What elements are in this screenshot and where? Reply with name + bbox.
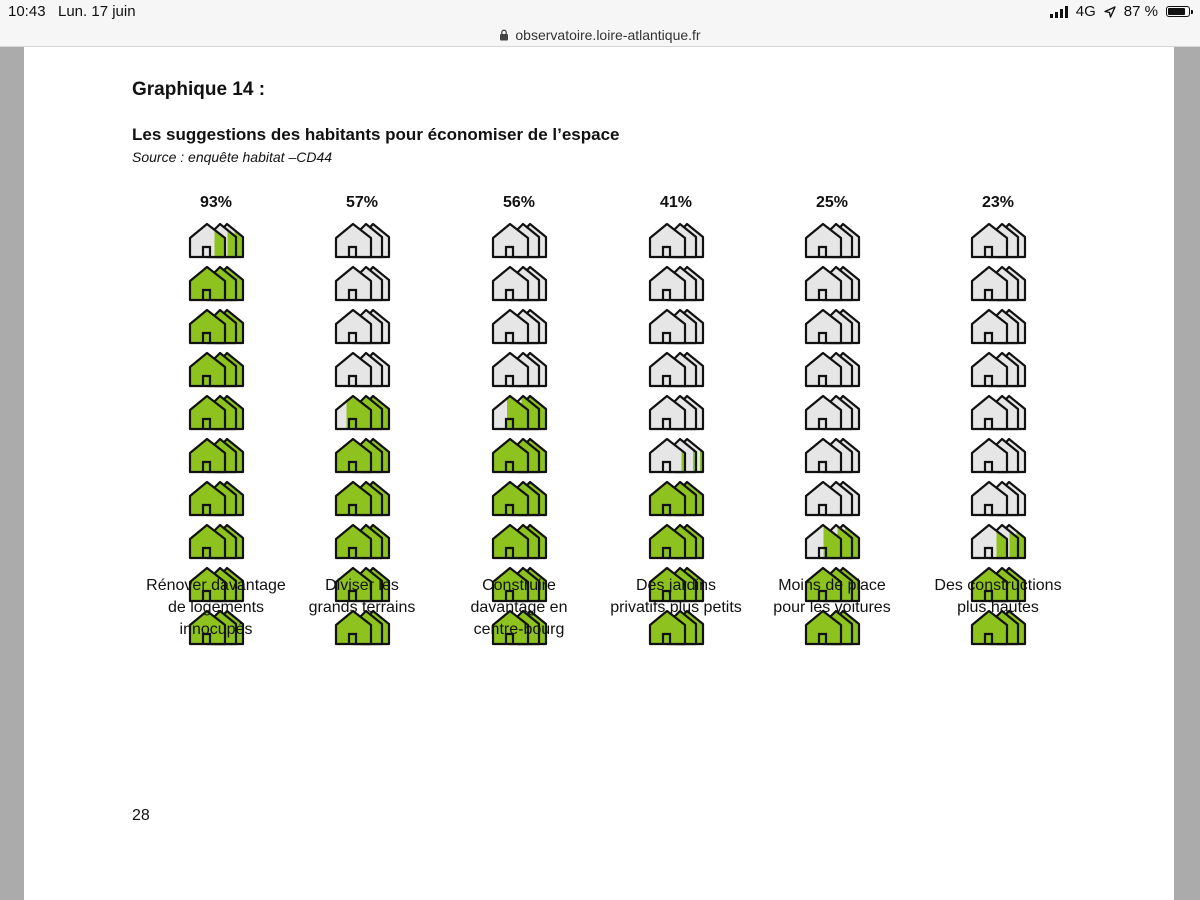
value-label: 56% — [503, 194, 535, 211]
house-icon — [804, 523, 861, 560]
category-label: Construire davantage en centre-bourg — [471, 577, 568, 638]
house-icon — [188, 308, 245, 345]
house-icon — [970, 609, 1027, 646]
value-label: 41% — [660, 194, 692, 211]
house-icon — [648, 609, 705, 646]
pictogram-chart: 93% Rénover davantage de logements innocupé… — [146, 194, 1062, 646]
category-label: Des jardins privatifs plus petits — [610, 577, 742, 616]
house-icon — [648, 308, 705, 345]
house-icon — [334, 308, 391, 345]
status-date: Lun. 17 juin — [58, 3, 136, 20]
pictogram-column-2: 57% Diviser les grands terrains — [309, 194, 416, 646]
status-indicators: 4G 87 % — [1049, 3, 1193, 20]
house-icon — [188, 609, 245, 646]
house-icon — [491, 566, 548, 603]
page-number: 28 — [132, 807, 150, 824]
value-label: 57% — [346, 194, 378, 211]
house-icon — [188, 222, 245, 259]
house-icon — [334, 351, 391, 388]
house-icon — [648, 351, 705, 388]
value-label: 93% — [200, 194, 232, 211]
house-icon — [491, 265, 548, 302]
network-type: 4G — [1075, 3, 1096, 20]
house-icon — [491, 308, 548, 345]
category-label: Moins de place pour les voitures — [773, 577, 890, 616]
house-icon — [334, 394, 391, 431]
category-label: Rénover davantage de logements innocupés — [146, 577, 286, 638]
chart-source: Source : enquête habitat –CD44 — [132, 149, 333, 165]
house-icon — [804, 437, 861, 474]
house-icon — [804, 609, 861, 646]
house-icon — [970, 351, 1027, 388]
house-icon — [491, 437, 548, 474]
house-icon — [491, 351, 548, 388]
house-icon — [648, 222, 705, 259]
house-icon — [970, 480, 1027, 517]
house-icon — [970, 222, 1027, 259]
house-icon — [970, 308, 1027, 345]
pictogram-chart-area: 93% Rénover davantage de logements innocupé… — [24, 177, 1174, 737]
lock-icon — [500, 29, 509, 41]
url-text: observatoire.loire-atlantique.fr — [515, 27, 701, 43]
house-icon — [648, 265, 705, 302]
signal-strength-icon — [1049, 5, 1068, 18]
house-icon — [334, 265, 391, 302]
battery-level-fill — [1168, 8, 1185, 15]
house-icon — [804, 265, 861, 302]
house-icon — [970, 523, 1027, 560]
battery-percentage: 87 % — [1123, 3, 1158, 20]
house-icon — [804, 480, 861, 517]
house-icon — [804, 222, 861, 259]
address-bar[interactable]: observatoire.loire-atlantique.fr — [0, 24, 1200, 47]
house-icon — [970, 394, 1027, 431]
house-icon — [188, 265, 245, 302]
house-icon — [334, 609, 391, 646]
house-icon — [334, 222, 391, 259]
status-bar: 10:43 Lun. 17 juin 4G 87 % — [0, 0, 1200, 24]
chart-subtitle: Les suggestions des habitants pour écono… — [132, 125, 620, 144]
house-icon — [648, 480, 705, 517]
house-icon — [334, 523, 391, 560]
pictogram-column-6: 23% Des constructions plus hautes — [934, 194, 1062, 646]
house-icon — [188, 480, 245, 517]
pictogram-column-1: 93% Rénover davantage de logements innocupé… — [146, 194, 286, 646]
house-icon — [970, 265, 1027, 302]
house-icon — [334, 480, 391, 517]
category-label: Des constructions plus hautes — [934, 577, 1061, 616]
location-arrow-icon — [1104, 5, 1116, 18]
house-icon — [188, 566, 245, 603]
house-icon — [648, 437, 705, 474]
pictogram-column-4: 41% Des jardins privatifs plus petits — [610, 194, 742, 646]
document-page: Graphique 14 : Les suggestions des habit… — [24, 47, 1174, 900]
house-icon — [334, 437, 391, 474]
house-icon — [804, 394, 861, 431]
house-icon — [188, 394, 245, 431]
value-label: 25% — [816, 194, 848, 211]
house-icon — [648, 566, 705, 603]
house-icon — [648, 523, 705, 560]
house-icon — [491, 609, 548, 646]
house-icon — [491, 222, 548, 259]
battery-icon — [1166, 6, 1193, 17]
house-icon — [188, 437, 245, 474]
house-icon — [188, 351, 245, 388]
house-icon — [804, 566, 861, 603]
house-icon — [491, 480, 548, 517]
house-icon — [491, 523, 548, 560]
pictogram-column-5: 25% Moins de place pour les voitures — [773, 194, 891, 646]
category-label: Diviser les grands terrains — [309, 577, 416, 616]
house-icon — [970, 437, 1027, 474]
house-icon — [188, 523, 245, 560]
house-icon — [648, 394, 705, 431]
pictogram-column-3: 56% Construire davantage en centre-bourg — [471, 194, 568, 646]
chart-number-title: Graphique 14 : — [132, 79, 266, 100]
house-icon — [970, 566, 1027, 603]
house-icon — [804, 308, 861, 345]
house-icon — [334, 566, 391, 603]
status-time: 10:43 — [8, 3, 46, 20]
value-label: 23% — [982, 194, 1014, 211]
house-icon — [804, 351, 861, 388]
house-icon — [491, 394, 548, 431]
